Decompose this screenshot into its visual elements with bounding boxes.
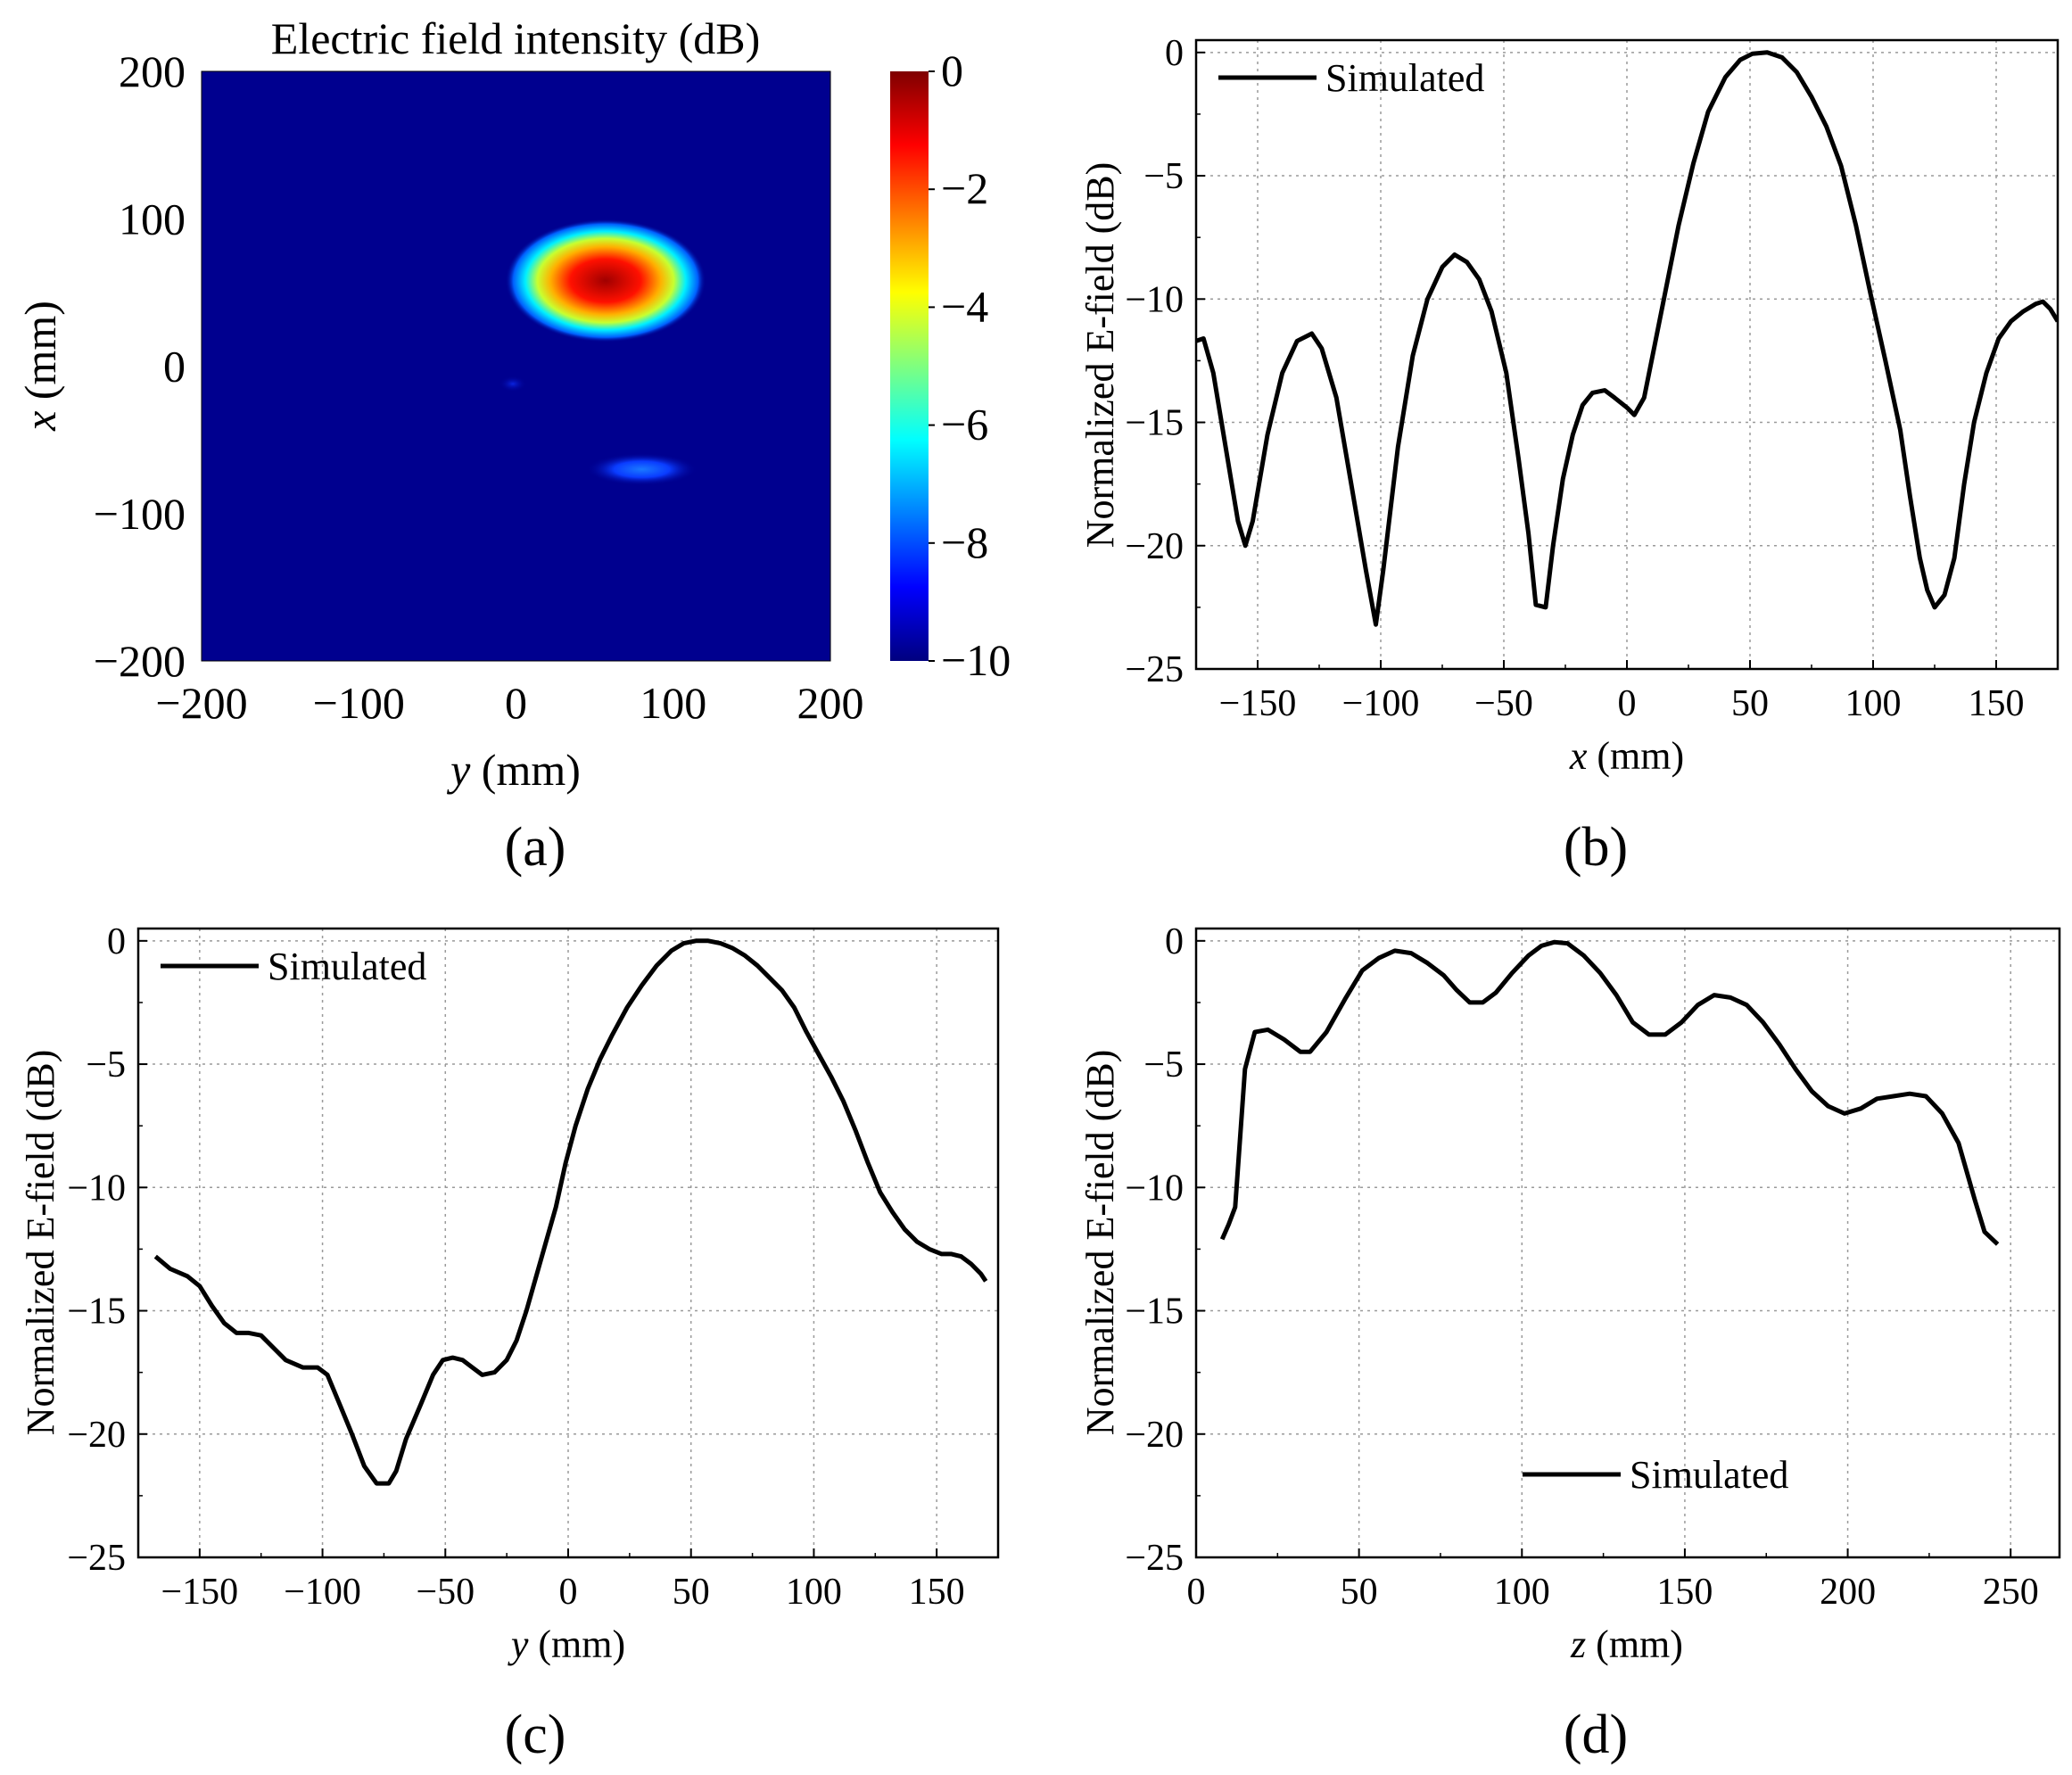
y-tick-label: −10 xyxy=(1125,279,1184,320)
panel-label-a: (a) xyxy=(505,817,566,878)
y-tick-label: −5 xyxy=(1143,1044,1184,1086)
heatmap-y-tick-label: 100 xyxy=(119,194,186,244)
y-tick-label: 0 xyxy=(107,921,126,962)
x-tick-label: 0 xyxy=(1618,683,1637,724)
heatmap-panel: Electric field intensity (dB) −200 −100 0 1… xyxy=(15,13,1011,878)
heatmap-x-tick-label: −200 xyxy=(155,678,247,728)
series-line-simulated-c xyxy=(153,938,988,1486)
series-line-simulated-d xyxy=(1219,939,2000,1246)
x-axis-label-b: x (mm) xyxy=(1569,734,1684,778)
y-tick-label: −25 xyxy=(67,1538,126,1579)
heatmap-y-axis-label: x (mm) xyxy=(15,301,65,432)
x-tick-label: 100 xyxy=(786,1572,842,1613)
colorbar-tick-label: −6 xyxy=(941,400,988,450)
x-tick-label: −50 xyxy=(416,1572,475,1613)
y-tick-label: −25 xyxy=(1125,1538,1184,1579)
heatmap-hotspot xyxy=(505,219,706,343)
y-tick-label: −20 xyxy=(67,1415,126,1456)
x-tick-label: −150 xyxy=(1219,683,1297,724)
grid-c xyxy=(138,929,998,1558)
colorbar-ticks: 0 −2 −4 −6 −8 −10 xyxy=(929,45,1011,685)
y-tick-label: −25 xyxy=(1125,649,1184,690)
y-tick-label: −5 xyxy=(1143,156,1184,197)
x-tick-label: −100 xyxy=(1342,683,1420,724)
y-tick-label: −5 xyxy=(86,1044,126,1086)
panel-label-c: (c) xyxy=(505,1705,566,1765)
x-tick-label: 0 xyxy=(559,1572,578,1613)
ticks-c: −150 −100 −50 0 50 100 150 0 −5 −10 −15 −20 −25 xyxy=(67,921,964,1613)
heatmap-x-tick-label: 0 xyxy=(505,678,527,728)
x-tick-label: 50 xyxy=(673,1572,710,1613)
heatmap-title: Electric field intensity (dB) xyxy=(271,13,760,63)
heatmap-x-ticks: −200 −100 0 100 200 xyxy=(155,678,863,728)
colorbar xyxy=(890,71,929,661)
x-tick-label: 100 xyxy=(1494,1572,1550,1613)
heatmap-x-tick-label: 100 xyxy=(640,678,706,728)
y-tick-label: −10 xyxy=(67,1168,126,1209)
y-tick-label: −10 xyxy=(1125,1168,1184,1209)
y-tick-label: −15 xyxy=(1125,1292,1184,1333)
legend-c: Simulated xyxy=(161,945,426,988)
colorbar-tick-label: −8 xyxy=(941,517,988,567)
y-tick-label: −20 xyxy=(1125,1415,1184,1456)
panel-label-b: (b) xyxy=(1564,817,1628,878)
heatmap-y-tick-label: −200 xyxy=(94,636,186,686)
ticks-b: −150 −100 −50 0 50 100 150 0 −5 −10 −15 −20 −25 xyxy=(1125,33,2024,724)
heatmap-x-axis-label: y (mm) xyxy=(446,745,581,795)
colorbar-tick-label: 0 xyxy=(941,45,963,95)
heatmap-hotspot xyxy=(499,376,527,392)
plot-frame-d xyxy=(1194,927,2061,1559)
heatmap-y-tick-label: 0 xyxy=(163,342,186,392)
y-tick-label: −15 xyxy=(1125,403,1184,444)
colorbar-tick-label: −4 xyxy=(941,281,988,331)
colorbar-tick-label: −2 xyxy=(941,163,988,213)
legend-label: Simulated xyxy=(1325,56,1484,100)
y-tick-label: −20 xyxy=(1125,526,1184,567)
heatmap-x-tick-label: 200 xyxy=(797,678,864,728)
line-panel-b: −150 −100 −50 0 50 100 150 0 −5 −10 −15 −20 −25 Simu… xyxy=(1078,33,2060,878)
panel-label-d: (d) xyxy=(1564,1705,1628,1765)
x-tick-label: −150 xyxy=(161,1572,239,1613)
legend-label: Simulated xyxy=(268,945,426,988)
x-tick-label: −50 xyxy=(1474,683,1533,724)
x-tick-label: 150 xyxy=(1969,683,2025,724)
heatmap-y-tick-label: 200 xyxy=(119,46,186,96)
x-tick-label: 200 xyxy=(1820,1572,1876,1613)
y-tick-label: 0 xyxy=(1165,33,1184,74)
heatmap-hotspot xyxy=(586,452,698,486)
legend-label: Simulated xyxy=(1630,1453,1788,1497)
x-tick-label: 250 xyxy=(1983,1572,2039,1613)
legend-b: Simulated xyxy=(1218,56,1484,100)
colorbar-tick-label: −10 xyxy=(941,635,1011,685)
x-tick-label: 150 xyxy=(1656,1572,1713,1613)
line-panel-d: 0 50 100 150 200 250 0 −5 −10 −15 −20 −25 Simulated… xyxy=(1078,921,2061,1765)
ticks-d: 0 50 100 150 200 250 0 −5 −10 −15 −20 −25 xyxy=(1125,921,2038,1613)
legend-d: Simulated xyxy=(1523,1453,1788,1497)
heatmap-x-tick-label: −100 xyxy=(313,678,405,728)
heatmap-plot-area xyxy=(202,71,830,661)
x-tick-label: 100 xyxy=(1845,683,1902,724)
x-tick-label: 0 xyxy=(1187,1572,1206,1613)
x-tick-label: 50 xyxy=(1731,683,1769,724)
heatmap-y-ticks: −200 −100 0 100 200 xyxy=(94,46,186,686)
x-axis-label-c: y (mm) xyxy=(508,1622,625,1666)
y-axis-label-c: Normalized E-field (dB) xyxy=(19,1050,62,1436)
y-tick-label: −15 xyxy=(67,1292,126,1333)
grid-d xyxy=(1195,929,2060,1558)
heatmap-frame xyxy=(201,70,831,662)
heatmap-y-tick-label: −100 xyxy=(94,489,186,539)
x-tick-label: 150 xyxy=(909,1572,965,1613)
x-axis-label-d: z (mm) xyxy=(1570,1622,1683,1666)
y-axis-label-d: Normalized E-field (dB) xyxy=(1078,1050,1122,1436)
y-tick-label: 0 xyxy=(1165,921,1184,962)
series-line-simulated-b xyxy=(1196,50,2058,627)
line-panel-c: −150 −100 −50 0 50 100 150 0 −5 −10 −15 −20 −25 Simu… xyxy=(19,921,1000,1765)
x-tick-label: 50 xyxy=(1341,1572,1378,1613)
y-axis-label-b: Normalized E-field (dB) xyxy=(1078,162,1122,549)
x-tick-label: −100 xyxy=(284,1572,361,1613)
heatmap-background xyxy=(202,71,830,661)
